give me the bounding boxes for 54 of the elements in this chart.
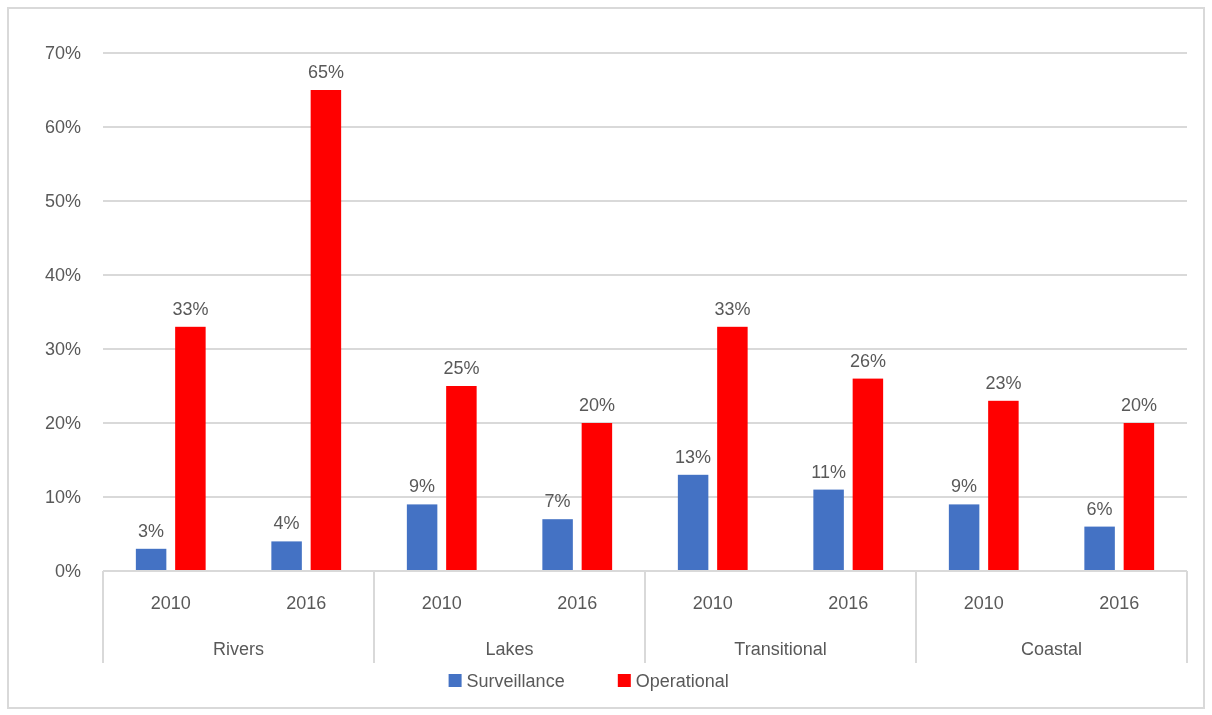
data-label: 4%: [273, 513, 300, 534]
data-label: 7%: [544, 491, 571, 512]
data-label: 33%: [714, 298, 751, 319]
legend-label: Surveillance: [466, 671, 565, 691]
data-label: 23%: [985, 372, 1022, 393]
data-label: 20%: [578, 395, 615, 415]
x-tick-label: 2010: [963, 593, 1004, 613]
text: Rivers: [212, 639, 265, 659]
data-label: 20%: [1120, 395, 1157, 415]
x-tick-label: 2010: [421, 593, 462, 613]
y-tick-label: 0%: [54, 561, 81, 581]
text: Lakes: [485, 639, 534, 659]
x-tick-label: 2016: [1099, 593, 1140, 613]
x-tick-label: 2016: [557, 593, 598, 613]
y-tick-label: 20%: [44, 413, 81, 433]
bar: [852, 378, 884, 571]
bar: [677, 474, 709, 571]
data-label: 13%: [675, 446, 712, 467]
bar: [988, 400, 1019, 571]
x-tick-label: 2010: [692, 593, 733, 613]
bar: [175, 326, 206, 571]
y-tick-label: 10%: [44, 487, 81, 507]
bar: [948, 504, 980, 571]
bar: [581, 423, 613, 571]
data-label: 3%: [138, 520, 165, 541]
text: Transitional: [734, 639, 827, 659]
data-label: 6%: [1086, 498, 1113, 519]
data-label: 25%: [443, 358, 480, 378]
y-tick-label: 30%: [44, 339, 81, 359]
bar: [446, 386, 477, 571]
data-label: 9%: [409, 476, 436, 497]
bar: [1123, 423, 1155, 571]
x-tick-label: 2010: [150, 593, 191, 613]
bar: [542, 519, 573, 571]
data-label: 9%: [951, 476, 978, 497]
bar: [813, 489, 844, 571]
y-tick-label: 40%: [44, 265, 81, 285]
data-label: 65%: [307, 62, 344, 82]
bar: [271, 541, 302, 571]
legend-label: Operational: [635, 671, 729, 691]
data-label: 26%: [849, 350, 886, 371]
bar: [717, 326, 748, 571]
bar: [1084, 526, 1115, 571]
data-label: 11%: [811, 461, 846, 482]
x-tick-label: 2016: [286, 593, 327, 613]
bar: [406, 504, 438, 571]
x-tick-label: 2016: [828, 593, 869, 613]
y-tick-label: 60%: [44, 117, 81, 137]
data-label: 33%: [172, 298, 209, 319]
bar: [310, 90, 342, 571]
y-tick-label: 70%: [44, 43, 81, 63]
bar: [135, 548, 167, 571]
text: Coastal: [1020, 639, 1083, 659]
y-tick-label: 50%: [44, 191, 81, 211]
